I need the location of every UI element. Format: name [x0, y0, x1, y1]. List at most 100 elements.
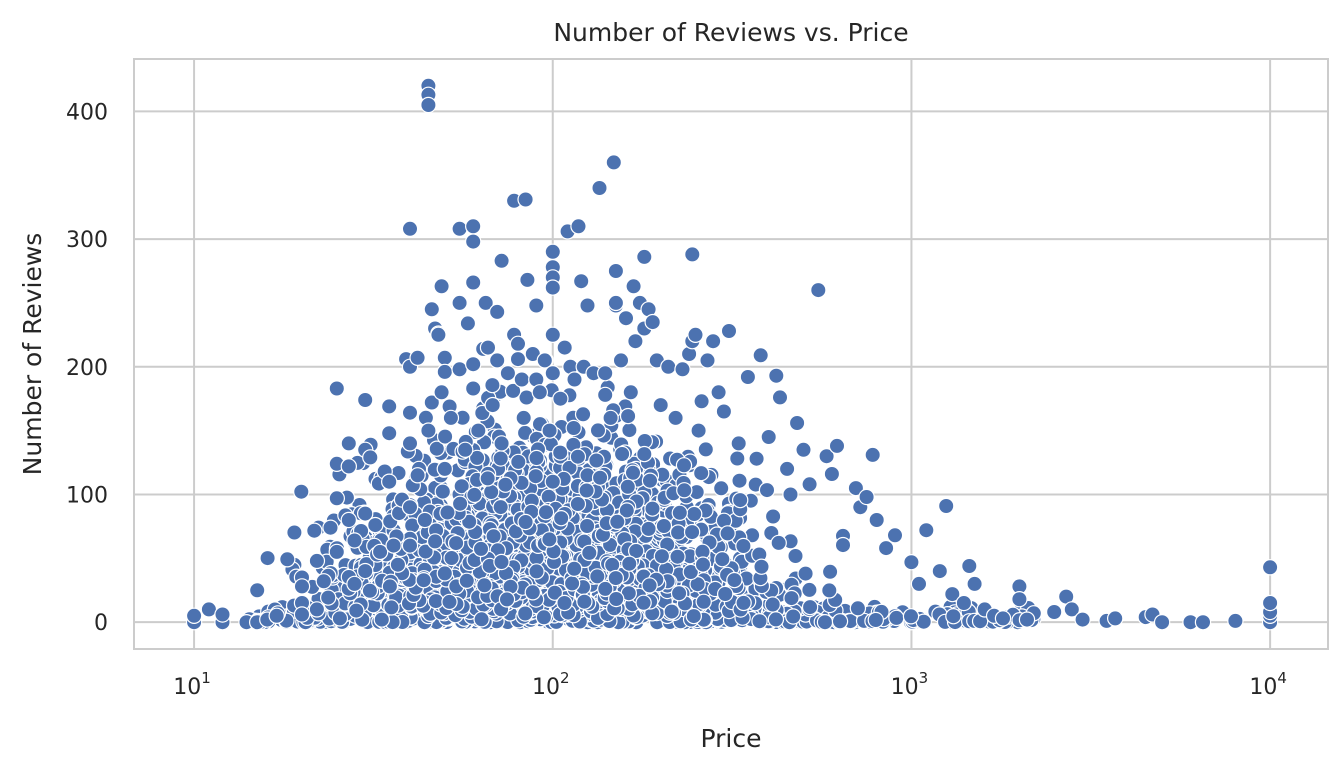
data-point	[834, 536, 852, 554]
data-point	[635, 594, 652, 612]
data-point	[442, 409, 460, 427]
data-point	[767, 611, 785, 628]
data-point	[682, 563, 700, 581]
data-point	[451, 495, 469, 512]
data-point	[458, 572, 475, 590]
data-point	[660, 358, 677, 375]
x-tick-labels: 101 102 103 104	[173, 669, 1287, 700]
data-point	[690, 422, 707, 439]
data-point	[771, 389, 789, 406]
data-point	[544, 279, 562, 296]
data-point	[466, 486, 483, 504]
data-point	[828, 437, 846, 455]
y-tick-label: 100	[66, 483, 108, 508]
data-point	[485, 528, 502, 545]
data-point	[619, 407, 637, 425]
data-point	[308, 601, 326, 618]
data-point	[493, 553, 510, 571]
data-point	[669, 548, 686, 565]
data-point	[401, 435, 419, 452]
data-point	[1227, 612, 1244, 630]
data-point	[385, 537, 402, 554]
data-point	[489, 352, 506, 369]
data-point	[674, 361, 691, 378]
x-axis-title: Price	[701, 724, 762, 753]
data-point	[315, 573, 332, 590]
data-point	[498, 591, 516, 608]
data-point	[499, 365, 517, 382]
data-point	[509, 350, 527, 368]
data-point	[699, 352, 716, 369]
data-point	[945, 608, 962, 625]
data-point	[612, 352, 630, 369]
data-point	[420, 96, 437, 114]
data-point	[864, 446, 881, 464]
data-point	[417, 543, 434, 560]
data-points	[185, 77, 1279, 631]
data-point	[683, 523, 701, 541]
data-point	[497, 476, 514, 493]
data-point	[1153, 614, 1171, 631]
data-point	[383, 599, 400, 616]
data-point	[627, 333, 644, 350]
data-point	[710, 384, 727, 401]
data-point	[415, 572, 432, 589]
data-point	[653, 548, 671, 565]
data-point	[357, 562, 374, 580]
y-tick-label: 300	[66, 228, 108, 253]
data-point	[847, 479, 865, 497]
data-point	[918, 522, 935, 539]
data-point	[704, 333, 722, 350]
data-point	[461, 513, 478, 530]
data-point	[371, 543, 389, 561]
y-tick-label: 400	[66, 100, 108, 125]
data-point	[686, 505, 703, 523]
data-point	[714, 551, 731, 568]
data-point	[504, 382, 522, 400]
data-point	[348, 602, 365, 619]
data-point	[753, 558, 770, 575]
data-point	[566, 560, 583, 578]
data-point	[492, 450, 509, 467]
data-point	[944, 585, 961, 603]
data-point	[821, 563, 839, 581]
data-point	[409, 467, 426, 484]
y-tick-label: 0	[94, 611, 108, 636]
data-point	[849, 600, 867, 617]
data-point	[484, 376, 501, 394]
data-point	[484, 396, 501, 414]
data-point	[293, 483, 310, 500]
data-point	[578, 482, 595, 499]
data-point	[663, 603, 680, 620]
data-point	[748, 450, 765, 467]
data-point	[597, 386, 614, 404]
data-point	[513, 371, 531, 388]
data-point	[694, 556, 712, 573]
data-point	[476, 577, 493, 594]
data-point	[902, 608, 920, 625]
data-point	[552, 444, 569, 461]
data-point	[760, 428, 777, 446]
data-point	[569, 495, 587, 513]
data-point	[613, 445, 631, 463]
data-point	[607, 569, 625, 587]
data-point	[713, 480, 730, 497]
data-point	[823, 465, 841, 483]
data-point	[389, 556, 407, 573]
data-point	[527, 468, 544, 485]
data-point	[259, 549, 276, 567]
data-point	[624, 464, 642, 481]
data-point	[801, 476, 818, 493]
data-point	[618, 502, 636, 519]
data-point	[357, 391, 374, 409]
data-point	[730, 435, 747, 452]
data-point	[473, 611, 490, 628]
data-point	[576, 593, 593, 610]
data-point	[517, 605, 534, 622]
data-point	[574, 406, 592, 423]
data-point	[566, 371, 583, 388]
data-point	[346, 532, 363, 549]
data-point	[735, 537, 752, 555]
data-point	[420, 422, 437, 439]
